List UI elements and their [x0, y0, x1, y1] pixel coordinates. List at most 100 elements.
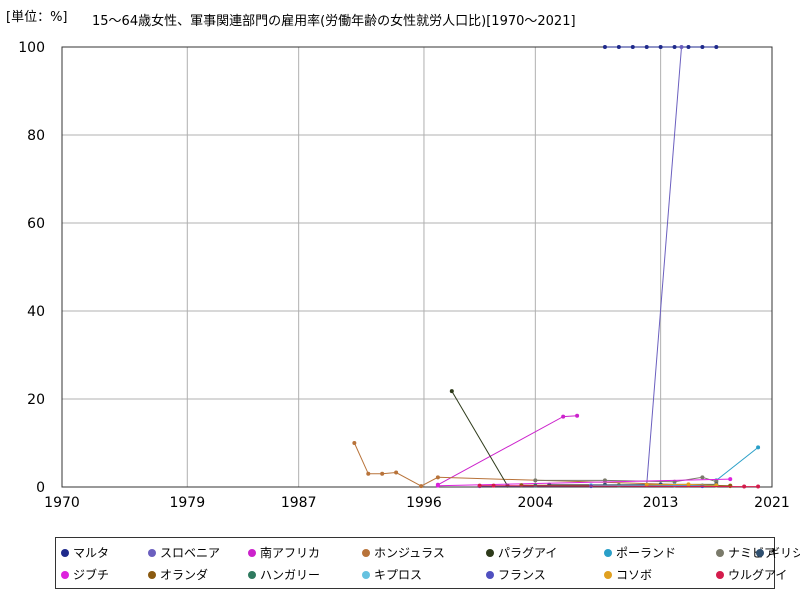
legend-item: ホンジュラス — [362, 544, 445, 561]
data-point — [380, 471, 385, 476]
legend-marker — [248, 570, 256, 579]
data-point — [686, 45, 691, 49]
data-point — [394, 470, 399, 475]
legend-marker — [486, 548, 494, 557]
data-point — [686, 482, 691, 487]
legend-label: ジブチ — [73, 568, 110, 582]
y-tick-label: 0 — [36, 480, 45, 496]
legend-item: オランダ — [148, 566, 208, 583]
legend-label: マルタ — [73, 546, 110, 560]
legend-label: 南アフリカ — [260, 546, 321, 560]
legend-item: コソボ — [604, 566, 652, 583]
data-point — [602, 478, 607, 483]
data-point — [672, 45, 677, 49]
legend-item: ギリシャ — [756, 544, 800, 561]
legend-item: ウルグアイ — [716, 566, 787, 583]
legend-marker — [362, 548, 370, 557]
series-line — [451, 390, 508, 486]
data-point — [352, 441, 357, 445]
legend-marker — [148, 570, 156, 579]
x-tick-label: 2004 — [518, 495, 554, 511]
legend-label: キプロス — [374, 568, 423, 582]
plot-area — [62, 47, 772, 487]
legend-marker — [61, 570, 69, 579]
legend-label: オランダ — [160, 568, 209, 582]
y-tick-label: 80 — [27, 128, 45, 144]
legend-label: ウルグアイ — [728, 568, 788, 582]
x-tick-label: 1987 — [281, 495, 317, 511]
legend-marker — [604, 570, 612, 579]
data-point — [700, 45, 705, 49]
legend-item: スロベニア — [148, 544, 220, 561]
y-tick-label: 60 — [27, 216, 45, 232]
legend-marker — [756, 548, 764, 557]
data-point — [616, 45, 621, 49]
data-point — [630, 45, 635, 49]
data-point — [742, 484, 747, 489]
legend-label: ホンジュラス — [374, 546, 445, 560]
legend-item: ハンガリー — [248, 566, 320, 583]
legend-item: 南アフリカ — [248, 544, 320, 561]
y-tick-label: 20 — [27, 392, 45, 408]
x-tick-label: 1996 — [406, 495, 442, 511]
unit-label: [単位：%] — [6, 10, 68, 25]
legend-label: フランス — [498, 568, 546, 582]
legend-marker — [148, 548, 156, 557]
data-point — [435, 483, 440, 488]
series-line — [646, 46, 682, 485]
x-tick-label: 1979 — [169, 495, 205, 511]
legend-marker — [362, 570, 370, 579]
series-line — [715, 447, 759, 481]
data-point — [561, 414, 566, 419]
data-point — [756, 445, 761, 450]
legend-label: ハンガリー — [260, 568, 321, 582]
data-point — [728, 483, 733, 488]
data-point — [519, 483, 524, 488]
data-point — [728, 477, 733, 482]
data-point — [491, 483, 496, 488]
legend-marker — [486, 570, 494, 579]
data-point — [679, 45, 684, 49]
series-line — [479, 485, 759, 488]
legend-marker — [248, 548, 256, 557]
legend: マルタ スロベニア 南アフリカ ホンジュラス パラグアイ ポーランド ナミビアギリシャジブチ… — [55, 537, 800, 589]
y-tick-label: 100 — [18, 40, 45, 56]
legend-item: ジブチ — [61, 566, 109, 583]
legend-item: キプロス — [362, 566, 422, 583]
data-point — [419, 484, 424, 489]
x-tick-label: 2021 — [754, 495, 790, 511]
data-point — [644, 45, 649, 49]
chart-title: 15〜64歳女性、軍事関連部門の雇用率(労働年齢の女性就労人口比)[1970〜2… — [92, 14, 576, 29]
x-tick-label: 2013 — [643, 495, 679, 511]
legend-label: ギリシャ — [768, 546, 800, 560]
data-point — [658, 45, 663, 49]
data-point — [477, 483, 482, 488]
series-line — [437, 478, 731, 487]
legend-item: マルタ — [61, 544, 109, 561]
legend-label: スロベニア — [160, 546, 221, 560]
data-point — [756, 484, 761, 489]
data-point — [602, 45, 607, 49]
data-point — [575, 413, 580, 418]
data-point — [435, 475, 440, 480]
y-tick-label: 40 — [27, 304, 45, 320]
data-point — [533, 478, 538, 483]
plot-border — [61, 46, 773, 488]
data-point — [366, 471, 371, 476]
chart-canvas: 1970 1979 1987 1996 2004 2013 2021 0 20 40 60 80 100 — [18, 40, 790, 511]
legend-marker — [716, 570, 724, 579]
legend-label: ナミビア — [728, 546, 777, 560]
data-point — [449, 389, 454, 394]
legend-item: フランス — [486, 566, 546, 583]
legend-item: ナミビア — [716, 544, 776, 561]
legend-marker — [716, 548, 724, 557]
legend-marker — [61, 548, 69, 557]
x-tick-label: 1970 — [44, 495, 80, 511]
legend-marker — [604, 548, 612, 557]
data-point — [714, 45, 719, 49]
legend-item: パラグアイ — [486, 544, 557, 561]
legend-label: コソボ — [616, 568, 653, 582]
data-point — [700, 475, 705, 480]
legend-item: ポーランド — [604, 544, 676, 561]
